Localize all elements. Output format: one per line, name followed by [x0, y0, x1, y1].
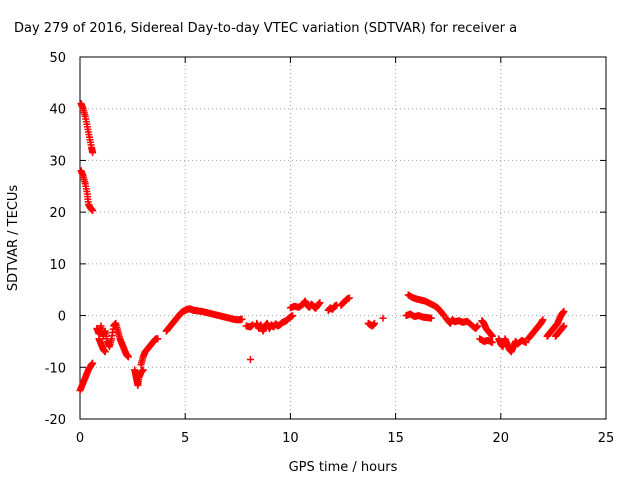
data-point	[89, 207, 97, 215]
y-tick-label: 30	[49, 154, 66, 169]
y-tick-label: 40	[49, 103, 66, 118]
gridlines	[80, 57, 606, 419]
x-tick-label: 10	[282, 431, 299, 446]
y-tick-label: 50	[49, 51, 66, 66]
data-point	[522, 338, 530, 346]
data-point	[316, 299, 324, 307]
x-tick-label: 15	[387, 431, 404, 446]
data-point	[246, 356, 254, 364]
data-point	[474, 322, 482, 330]
y-tick-label: 0	[58, 310, 66, 325]
chart-title: Day 279 of 2016, Sidereal Day-to-day VTE…	[14, 21, 517, 36]
x-axis-label: GPS time / hours	[289, 460, 398, 475]
data-point	[427, 314, 435, 322]
data-point	[379, 314, 387, 322]
data-point	[488, 338, 496, 346]
x-tick-label: 5	[181, 431, 189, 446]
data-point	[345, 294, 353, 302]
data-series-sdtvar	[76, 100, 568, 395]
data-point	[371, 319, 379, 327]
data-point	[89, 149, 97, 157]
axis-ticks: 0 5 10 15 20 25 -20 -10 0 10 20 30 40 50	[45, 51, 615, 446]
data-point	[89, 359, 97, 367]
y-axis-label: SDTVAR / TECUs	[6, 185, 21, 292]
y-tick-label: 10	[49, 258, 66, 273]
data-point	[488, 332, 496, 340]
data-point	[539, 316, 547, 324]
data-point	[124, 353, 132, 361]
data-point	[289, 312, 297, 320]
data-point	[238, 315, 246, 323]
x-tick-label: 20	[493, 431, 510, 446]
data-point	[154, 335, 162, 343]
y-tick-label: -10	[45, 361, 66, 376]
data-point	[101, 348, 109, 356]
y-tick-label: -20	[45, 413, 66, 428]
data-point	[560, 322, 568, 330]
plot-frame	[79, 56, 607, 420]
x-tick-label: 25	[598, 431, 615, 446]
x-tick-label: 0	[76, 431, 84, 446]
y-tick-label: 20	[49, 206, 66, 221]
data-point	[139, 366, 147, 374]
data-point	[560, 307, 568, 315]
